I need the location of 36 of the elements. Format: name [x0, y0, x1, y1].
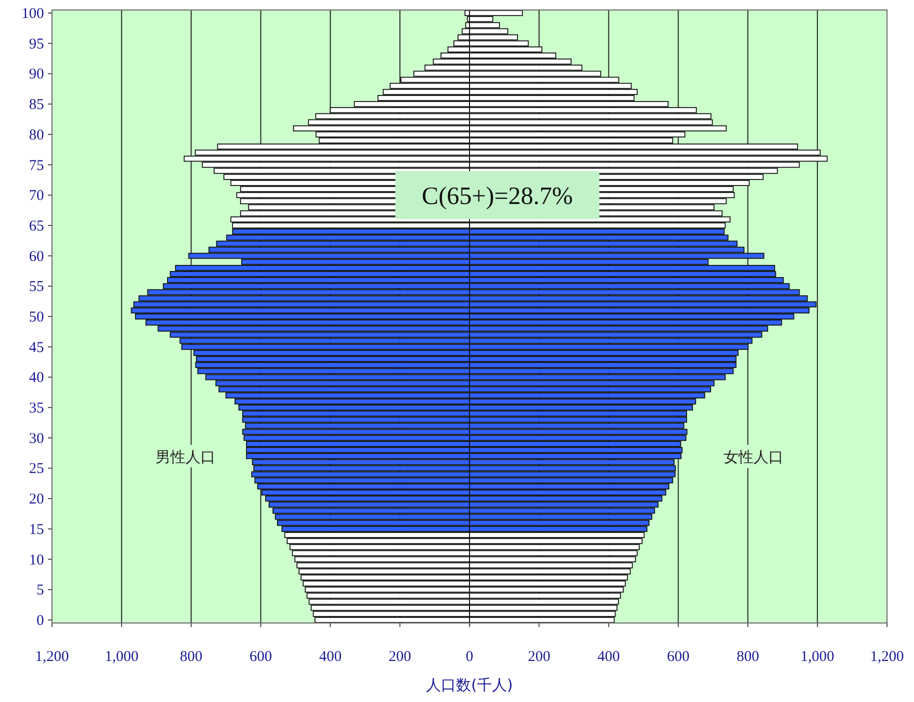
x-tick-label: 600	[667, 649, 690, 665]
x-tick-label: 200	[528, 649, 550, 665]
y-tick-label: 60	[29, 248, 44, 265]
y-tick-label: 45	[29, 340, 44, 356]
y-tick-label: 85	[29, 97, 44, 114]
annotation: C(65+)=28.7%	[422, 183, 573, 210]
y-tick-label: 20	[29, 492, 44, 508]
y-tick-label: 80	[29, 127, 44, 144]
y-tick-label: 50	[29, 310, 44, 326]
x-tick-label: 200	[388, 649, 412, 665]
x-tick-label: 800	[736, 649, 760, 665]
y-tick-label: 70	[29, 188, 44, 204]
x-tick-label: 1,000	[800, 649, 834, 665]
x-tick-label: 400	[597, 649, 620, 665]
y-tick-label: 30	[29, 430, 44, 447]
x-tick-label: 0	[466, 649, 474, 665]
y-tick-label: 90	[29, 66, 44, 83]
y-tick-label: 25	[29, 461, 44, 478]
y-tick-label: 75	[29, 158, 44, 174]
y-tick-label: 55	[29, 279, 44, 296]
x-tick-label: 1,200	[35, 649, 69, 665]
y-tick-label: 95	[29, 36, 44, 52]
x-tick-label: 400	[319, 649, 342, 665]
x-tick-label: 600	[250, 649, 272, 665]
y-tick-label: 0	[36, 612, 44, 629]
x-axis-title: 人口数(千人)	[426, 676, 513, 694]
x-tick-label: 1,200	[870, 649, 904, 665]
y-tick-label: 15	[29, 522, 44, 538]
y-tick-label: 40	[29, 370, 44, 386]
y-tick-label: 10	[29, 552, 44, 568]
x-tick-label: 1,000	[104, 649, 138, 665]
y-tick-label: 35	[29, 400, 44, 417]
y-tick-label: 65	[29, 218, 44, 234]
y-tick-label: 5	[36, 582, 44, 599]
x-tick-label: 800	[180, 649, 202, 665]
y-tick-label: 100	[22, 6, 44, 22]
